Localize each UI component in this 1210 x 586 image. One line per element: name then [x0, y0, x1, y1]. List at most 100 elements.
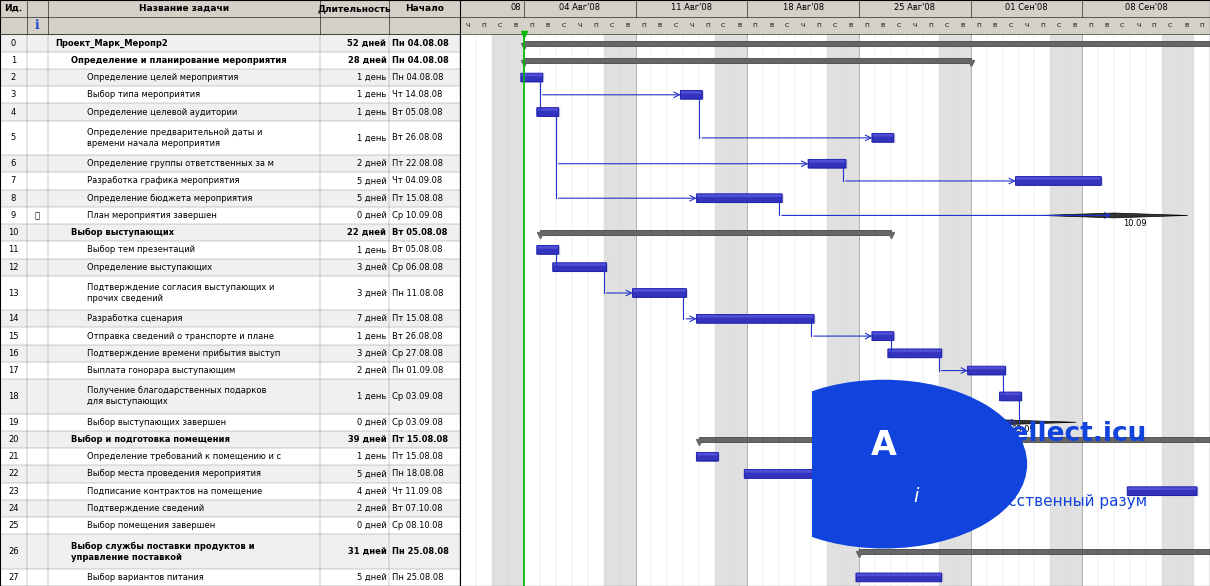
Text: Отправка сведений о транспорте и плане: Отправка сведений о транспорте и плане [87, 332, 275, 340]
Text: П: П [864, 23, 869, 28]
Text: Пн 04.08.08: Пн 04.08.08 [392, 73, 444, 82]
FancyBboxPatch shape [745, 470, 829, 473]
Text: 0 дней: 0 дней [357, 211, 386, 220]
Text: 6: 6 [11, 159, 16, 168]
Text: Вт 05.08.08: Вт 05.08.08 [392, 228, 448, 237]
Bar [0, 155, 460, 172]
Text: С: С [673, 23, 678, 28]
FancyBboxPatch shape [681, 91, 702, 94]
Bar [0, 258, 460, 276]
FancyBboxPatch shape [872, 134, 894, 142]
FancyBboxPatch shape [697, 453, 718, 455]
FancyBboxPatch shape [1129, 488, 1199, 496]
Text: 1 день: 1 день [357, 392, 386, 401]
Text: Пн 01.09.08: Пн 01.09.08 [392, 366, 444, 375]
FancyBboxPatch shape [858, 574, 944, 582]
Bar [859, 549, 1210, 554]
Bar [1066, 0, 1082, 586]
Text: С: С [1120, 23, 1124, 28]
Bar [0, 310, 460, 328]
Text: В: В [992, 23, 997, 28]
Text: 3 дней: 3 дней [357, 349, 386, 358]
FancyBboxPatch shape [698, 453, 720, 462]
Text: 1 день: 1 день [357, 452, 386, 461]
Text: 08: 08 [511, 4, 522, 12]
Text: В: В [737, 23, 742, 28]
Text: Ч: Ч [912, 23, 917, 28]
Bar [0, 414, 460, 431]
FancyBboxPatch shape [538, 108, 560, 117]
Text: С: С [721, 23, 726, 28]
Text: 25: 25 [8, 521, 18, 530]
Text: 0 дней: 0 дней [357, 521, 386, 530]
Bar [1050, 0, 1066, 586]
Text: Ср 10.09.08: Ср 10.09.08 [392, 211, 443, 220]
Text: 39 дней: 39 дней [347, 435, 386, 444]
Bar [0, 465, 460, 483]
Bar [0, 534, 460, 569]
Text: Чт 11.09.08: Чт 11.09.08 [392, 487, 443, 496]
FancyBboxPatch shape [809, 160, 847, 169]
Text: П: П [530, 23, 534, 28]
Text: 15: 15 [8, 332, 18, 340]
Text: П: П [641, 23, 646, 28]
Text: Пн 11.08.08: Пн 11.08.08 [392, 288, 444, 298]
Text: Вт 07.10.08: Вт 07.10.08 [392, 504, 443, 513]
Text: Выбор и подготовка помещения: Выбор и подготовка помещения [71, 435, 230, 444]
FancyBboxPatch shape [698, 195, 784, 203]
Text: П: П [705, 23, 710, 28]
Text: 18 Авг'08: 18 Авг'08 [783, 4, 824, 12]
FancyBboxPatch shape [969, 367, 1007, 376]
Bar [0, 207, 460, 224]
FancyBboxPatch shape [537, 246, 558, 248]
FancyBboxPatch shape [697, 315, 813, 318]
FancyBboxPatch shape [697, 195, 782, 197]
FancyBboxPatch shape [634, 289, 688, 298]
FancyBboxPatch shape [889, 350, 944, 359]
FancyBboxPatch shape [874, 134, 895, 143]
Bar [0, 86, 460, 103]
Text: В: В [770, 23, 773, 28]
Bar [715, 0, 731, 586]
Text: Ср 27.08.08: Ср 27.08.08 [392, 349, 443, 358]
Text: Вт 26.08.08: Вт 26.08.08 [392, 332, 443, 340]
FancyBboxPatch shape [520, 73, 543, 82]
Text: 1 день: 1 день [357, 246, 386, 254]
Bar [604, 0, 620, 586]
Text: 9: 9 [11, 211, 16, 220]
Text: 12: 12 [8, 263, 18, 272]
Text: Ч: Ч [577, 23, 582, 28]
Text: Вт 26.08.08: Вт 26.08.08 [392, 134, 443, 142]
Bar [0, 362, 460, 379]
Text: С: С [1056, 23, 1061, 28]
Bar [492, 0, 508, 586]
Bar [0, 121, 460, 155]
Text: 1 день: 1 день [357, 134, 386, 142]
Text: П: П [1041, 23, 1044, 28]
FancyBboxPatch shape [697, 452, 719, 461]
Text: В: В [1072, 23, 1077, 28]
FancyBboxPatch shape [872, 332, 893, 335]
FancyBboxPatch shape [1001, 393, 1021, 395]
FancyBboxPatch shape [698, 315, 816, 324]
Bar [0, 569, 460, 586]
Text: Вт 05.08.08: Вт 05.08.08 [392, 246, 443, 254]
Bar [0, 241, 460, 258]
FancyBboxPatch shape [1001, 393, 1022, 401]
Text: Определение требований к помещению и с: Определение требований к помещению и с [87, 452, 282, 461]
Text: П: П [928, 23, 933, 28]
Text: 7 дней: 7 дней [357, 314, 386, 323]
Bar [0, 52, 460, 69]
FancyBboxPatch shape [872, 134, 893, 137]
Text: В: В [657, 23, 662, 28]
Text: Пт 15.08.08: Пт 15.08.08 [392, 452, 443, 461]
Text: Пн 04.08.08: Пн 04.08.08 [392, 39, 449, 47]
Text: С: С [561, 23, 566, 28]
Text: 21: 21 [8, 452, 18, 461]
Text: 17: 17 [8, 366, 18, 375]
Text: 19: 19 [8, 418, 18, 427]
FancyBboxPatch shape [680, 90, 702, 99]
Text: Проект_Марк_Меропр2: Проект_Марк_Меропр2 [56, 39, 168, 47]
Bar [0, 190, 460, 207]
Text: 3 дней: 3 дней [357, 288, 386, 298]
